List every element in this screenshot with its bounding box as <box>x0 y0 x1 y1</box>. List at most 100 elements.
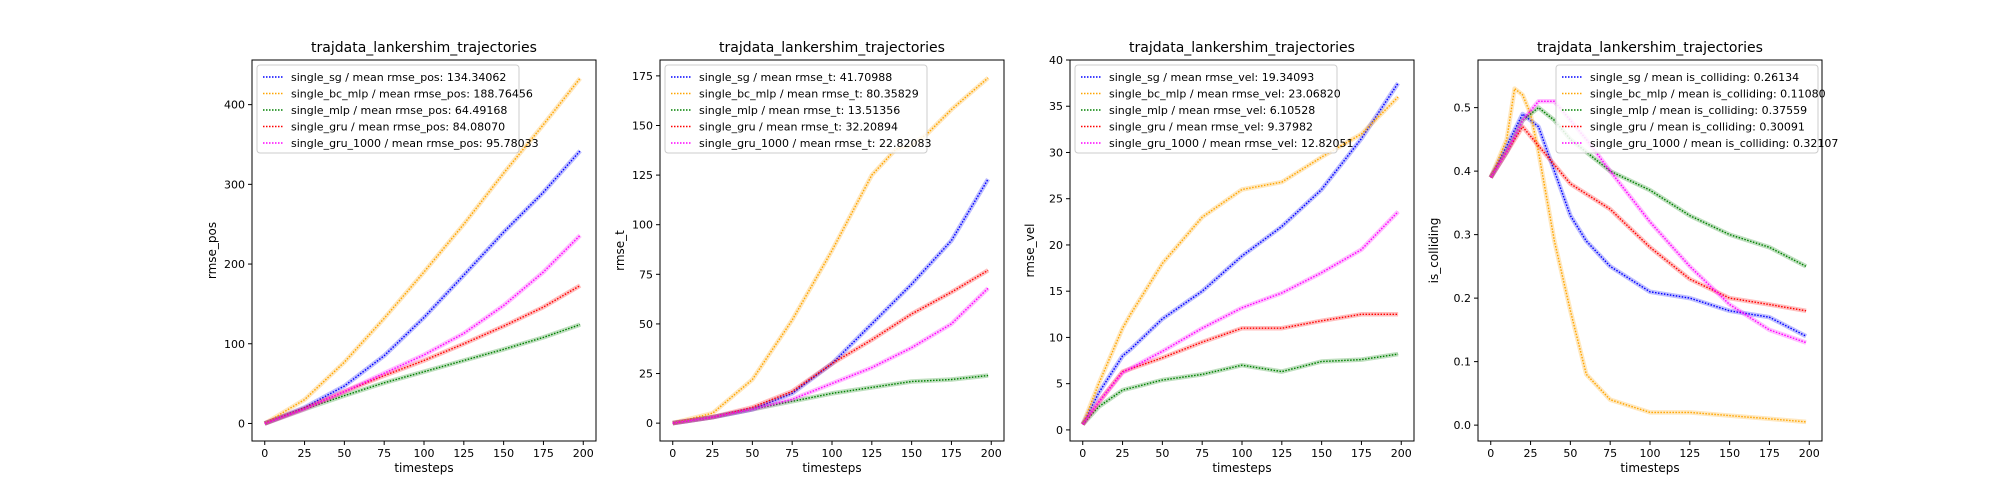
x-tick-label: 50 <box>1155 447 1169 460</box>
y-tick-label: 0.2 <box>1454 292 1472 305</box>
x-axis-label: timesteps <box>1620 461 1679 475</box>
legend-entry-single_gru_1000: single_gru_1000 / mean is_colliding: 0.3… <box>1590 137 1838 150</box>
x-tick-label: 75 <box>1195 447 1209 460</box>
series-line-single_bc_mlp <box>1082 96 1399 425</box>
legend-entry-single_mlp: single_mlp / mean rmse_vel: 6.10528 <box>1109 104 1315 117</box>
x-axis-label: timesteps <box>802 461 861 475</box>
legend: single_sg / mean rmse_pos: 134.34062 sing… <box>256 64 539 154</box>
legend-entry-single_sg: single_sg / mean rmse_t: 41.70988 <box>699 71 892 84</box>
x-tick-label: 150 <box>901 447 922 460</box>
x-tick-label: 200 <box>1799 447 1820 460</box>
legend-entry-single_gru_1000: single_gru_1000 / mean rmse_t: 22.82083 <box>699 137 931 150</box>
x-tick-label: 75 <box>377 447 391 460</box>
y-tick-label: 0 <box>238 417 245 430</box>
series-group <box>1488 86 1808 425</box>
legend-entry-single_gru: single_gru / mean rmse_vel: 9.37982 <box>1109 121 1313 134</box>
y-axis-label: rmse_t <box>613 230 627 271</box>
x-tick-label: 150 <box>493 447 514 460</box>
series-group <box>263 76 582 426</box>
x-tick-label: 75 <box>1603 447 1617 460</box>
y-tick-label: 15 <box>1049 285 1063 298</box>
chart-title: trajdata_lankershim_trajectories <box>1537 40 1763 56</box>
x-tick-label: 125 <box>1679 447 1700 460</box>
legend-box <box>1074 64 1338 154</box>
x-tick-label: 125 <box>1271 447 1292 460</box>
legend-entry-single_sg: single_sg / mean is_colliding: 0.26134 <box>1590 71 1799 84</box>
x-tick-label: 175 <box>941 447 962 460</box>
legend-entry-single_gru: single_gru / mean rmse_pos: 84.08070 <box>291 121 505 134</box>
x-tick-label: 0 <box>1487 447 1494 460</box>
legend-entry-single_gru_1000: single_gru_1000 / mean rmse_vel: 12.8205… <box>1109 137 1354 150</box>
x-tick-label: 100 <box>1232 447 1253 460</box>
x-tick-label: 150 <box>1311 447 1332 460</box>
legend-entry-single_bc_mlp: single_bc_mlp / mean rmse_vel: 23.06820 <box>1109 88 1341 101</box>
legend: single_sg / mean rmse_vel: 19.34093 singl… <box>1074 64 1354 154</box>
y-tick-label: 0.0 <box>1454 419 1472 432</box>
series-band-single_gru_1000 <box>263 233 582 426</box>
y-tick-label: 400 <box>224 99 245 112</box>
series-line-single_gru <box>672 269 989 424</box>
series-line-single_mlp <box>672 374 989 424</box>
y-tick-label: 25 <box>1049 193 1063 206</box>
x-tick-label: 150 <box>1719 447 1740 460</box>
series-line-single_bc_mlp <box>1490 87 1807 423</box>
y-tick-label: 30 <box>1049 146 1063 159</box>
y-tick-label: 50 <box>639 318 653 331</box>
x-tick-label: 175 <box>1351 447 1372 460</box>
x-tick-label: 50 <box>337 447 351 460</box>
legend-entry-single_bc_mlp: single_bc_mlp / mean is_colliding: 0.110… <box>1590 88 1826 101</box>
legend-box <box>256 64 520 154</box>
legend-entry-single_gru: single_gru / mean rmse_t: 32.20894 <box>699 121 898 134</box>
series-line-single_mlp <box>1490 106 1807 268</box>
y-tick-label: 20 <box>1049 239 1063 252</box>
series-band-single_sg <box>263 149 582 426</box>
x-tick-label: 125 <box>453 447 474 460</box>
series-line-single_mlp <box>1082 353 1399 425</box>
series-band-single_gru <box>672 268 990 426</box>
x-axis-label: timesteps <box>394 461 453 475</box>
series-line-single_gru_1000 <box>672 287 989 424</box>
chart-title: trajdata_lankershim_trajectories <box>1129 40 1355 56</box>
series-group <box>672 76 991 426</box>
series-line-single_gru <box>1082 313 1399 425</box>
legend-entry-single_bc_mlp: single_bc_mlp / mean rmse_pos: 188.76456 <box>291 88 533 101</box>
y-tick-label: 0.5 <box>1454 102 1472 115</box>
y-tick-label: 100 <box>632 219 653 232</box>
legend-entry-single_gru_1000: single_gru_1000 / mean rmse_pos: 95.7803… <box>291 137 539 150</box>
legend-entry-single_gru: single_gru / mean is_colliding: 0.30091 <box>1590 121 1805 134</box>
y-tick-label: 0.4 <box>1454 165 1472 178</box>
series-line-single_bc_mlp <box>264 77 581 425</box>
series-band-single_mlp <box>263 322 581 426</box>
chart-1: trajdata_lankershim_trajectories 0 25 50 75 1… <box>205 40 597 475</box>
series-line-single_sg <box>672 178 989 424</box>
x-tick-label: 125 <box>861 447 882 460</box>
y-axis-label: rmse_vel <box>1023 224 1037 278</box>
x-tick-label: 0 <box>1079 447 1086 460</box>
x-tick-label: 100 <box>1640 447 1661 460</box>
y-tick-label: 0.1 <box>1454 356 1472 369</box>
series-band-single_gru_1000 <box>672 286 990 426</box>
x-tick-label: 25 <box>298 447 312 460</box>
y-tick-label: 0 <box>1056 424 1063 437</box>
y-tick-label: 200 <box>224 258 245 271</box>
x-tick-label: 50 <box>745 447 759 460</box>
y-tick-label: 125 <box>632 169 653 182</box>
x-tick-label: 75 <box>785 447 799 460</box>
y-tick-label: 0.3 <box>1454 229 1472 242</box>
series-group <box>1080 81 1400 426</box>
y-axis-label: is_colliding <box>1427 218 1441 284</box>
y-tick-label: 0 <box>646 417 653 430</box>
y-tick-label: 5 <box>1056 378 1063 391</box>
x-tick-label: 0 <box>261 447 268 460</box>
y-tick-label: 10 <box>1049 331 1063 344</box>
legend-entry-single_mlp: single_mlp / mean is_colliding: 0.37559 <box>1590 104 1807 117</box>
x-tick-label: 25 <box>1116 447 1130 460</box>
y-tick-label: 150 <box>632 119 653 132</box>
y-tick-label: 25 <box>639 368 653 381</box>
x-tick-label: 25 <box>1524 447 1538 460</box>
x-tick-label: 100 <box>414 447 435 460</box>
y-tick-label: 40 <box>1049 54 1063 67</box>
series-line-single_sg <box>1082 82 1399 425</box>
